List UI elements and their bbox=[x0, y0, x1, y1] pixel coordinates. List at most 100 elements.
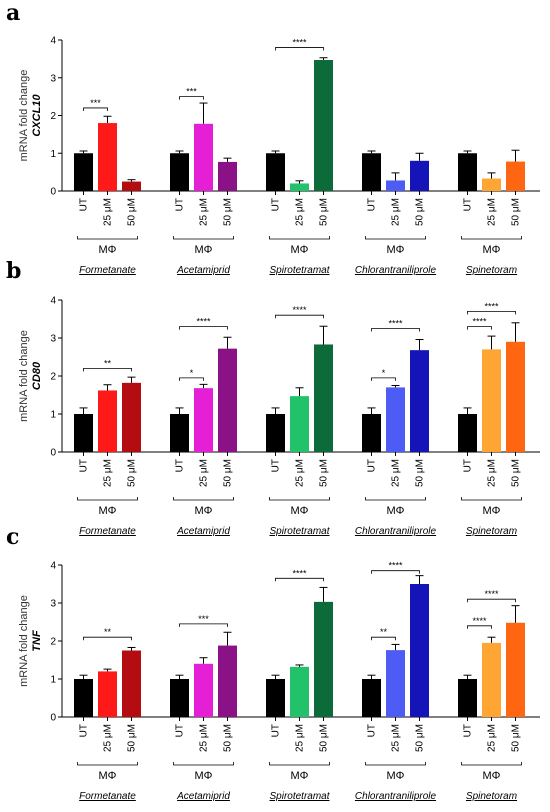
y-tick-label: 4 bbox=[50, 561, 56, 572]
bar bbox=[266, 414, 285, 452]
x-tick-label: 25 μM bbox=[487, 459, 498, 487]
y-tick-label: 3 bbox=[50, 334, 56, 345]
bar bbox=[314, 601, 333, 717]
significance-bracket bbox=[371, 636, 396, 641]
bar bbox=[362, 679, 381, 717]
significance-label: **** bbox=[484, 301, 499, 311]
x-tick-label: 25 μM bbox=[199, 459, 210, 487]
bar bbox=[98, 671, 117, 717]
bar bbox=[122, 181, 141, 191]
group-label: MΦ bbox=[99, 770, 117, 782]
significance-label: **** bbox=[292, 568, 307, 578]
significance-label: * bbox=[190, 368, 194, 378]
pesticide-label: Chlorantraniliprole bbox=[355, 265, 437, 276]
bar bbox=[290, 183, 309, 191]
group-label: MΦ bbox=[291, 505, 309, 517]
bar bbox=[218, 645, 237, 717]
y-axis-label: mRNA fold change bbox=[18, 595, 30, 687]
x-tick-label: 50 μM bbox=[127, 459, 138, 487]
significance-label: ** bbox=[104, 358, 112, 368]
x-tick-label: 25 μM bbox=[391, 724, 402, 752]
y-tick-label: 0 bbox=[50, 187, 56, 198]
bar bbox=[410, 160, 429, 191]
x-tick-label: 50 μM bbox=[511, 198, 522, 226]
group-label: MΦ bbox=[99, 244, 117, 256]
x-tick-label: 25 μM bbox=[391, 459, 402, 487]
group-label: MΦ bbox=[387, 244, 405, 256]
y-tick-label: 4 bbox=[50, 296, 56, 307]
significance-label: ** bbox=[104, 627, 112, 637]
pesticide-label: Spinetoram bbox=[466, 265, 517, 276]
group-label: MΦ bbox=[195, 505, 213, 517]
group-label: MΦ bbox=[195, 244, 213, 256]
bar bbox=[506, 161, 525, 191]
significance-bracket bbox=[179, 326, 228, 330]
y-tick-label: 0 bbox=[50, 448, 56, 459]
x-tick-label: UT bbox=[175, 459, 186, 472]
x-tick-label: 50 μM bbox=[127, 198, 138, 226]
x-tick-label: 25 μM bbox=[391, 198, 402, 226]
group-bracket bbox=[461, 236, 522, 240]
significance-label: **** bbox=[484, 589, 499, 599]
bar bbox=[170, 153, 189, 191]
x-tick-label: 25 μM bbox=[295, 724, 306, 752]
group-label: MΦ bbox=[291, 770, 309, 782]
pesticide-label: Spirotetramat bbox=[269, 265, 330, 276]
significance-label: **** bbox=[292, 38, 307, 48]
pesticide-label: Spinetoram bbox=[466, 526, 517, 537]
x-tick-label: 25 μM bbox=[103, 724, 114, 752]
group-bracket bbox=[77, 236, 138, 240]
bar bbox=[458, 153, 477, 191]
x-tick-label: 25 μM bbox=[199, 724, 210, 752]
panel-c: c mRNA fold change TNF 0 1 2 3 4 UT 25 μM 50 μM ** M… bbox=[6, 524, 540, 802]
group-label: MΦ bbox=[387, 770, 405, 782]
y-axis-gene-label: CXCL10 bbox=[31, 94, 43, 137]
bar bbox=[122, 382, 141, 452]
pesticide-label: Formetanate bbox=[79, 791, 136, 802]
significance-bracket bbox=[179, 623, 228, 627]
bar bbox=[410, 350, 429, 452]
x-tick-label: 50 μM bbox=[223, 198, 234, 226]
x-tick-label: UT bbox=[463, 724, 474, 737]
bar bbox=[458, 414, 477, 452]
bar bbox=[482, 349, 501, 452]
significance-bracket bbox=[83, 107, 108, 111]
significance-label: *** bbox=[198, 614, 209, 624]
significance-bracket bbox=[371, 570, 420, 574]
x-tick-label: 50 μM bbox=[319, 724, 330, 752]
significance-label: * bbox=[382, 368, 386, 378]
bar bbox=[458, 679, 477, 717]
y-axis-label: mRNA fold change bbox=[18, 70, 30, 162]
x-tick-label: 50 μM bbox=[511, 724, 522, 752]
significance-label: ** bbox=[380, 627, 388, 637]
panel-a: a mRNA fold change CXCL10 0 1 2 3 4 UT 25 μM 50 μM… bbox=[6, 0, 540, 276]
bar bbox=[362, 153, 381, 191]
group-bracket bbox=[269, 236, 330, 240]
y-tick-label: 1 bbox=[50, 675, 56, 686]
bar bbox=[122, 650, 141, 717]
x-tick-label: UT bbox=[175, 198, 186, 211]
bar bbox=[194, 388, 213, 452]
x-tick-label: 25 μM bbox=[487, 198, 498, 226]
group-bracket bbox=[173, 497, 234, 501]
y-tick-label: 1 bbox=[50, 149, 56, 160]
bar bbox=[386, 180, 405, 191]
group-label: MΦ bbox=[99, 505, 117, 517]
x-tick-label: UT bbox=[79, 724, 90, 737]
group-bracket bbox=[365, 236, 426, 240]
significance-label: **** bbox=[472, 616, 487, 626]
group-label: MΦ bbox=[483, 244, 501, 256]
y-tick-label: 4 bbox=[50, 36, 56, 47]
bar bbox=[266, 153, 285, 191]
x-tick-label: UT bbox=[367, 724, 378, 737]
x-tick-label: 50 μM bbox=[127, 724, 138, 752]
x-tick-label: 25 μM bbox=[295, 459, 306, 487]
bar bbox=[386, 650, 405, 717]
group-bracket bbox=[173, 762, 234, 766]
bar bbox=[314, 344, 333, 452]
bar bbox=[98, 123, 117, 191]
panel-letter: c bbox=[6, 524, 19, 550]
y-tick-label: 2 bbox=[50, 637, 56, 648]
